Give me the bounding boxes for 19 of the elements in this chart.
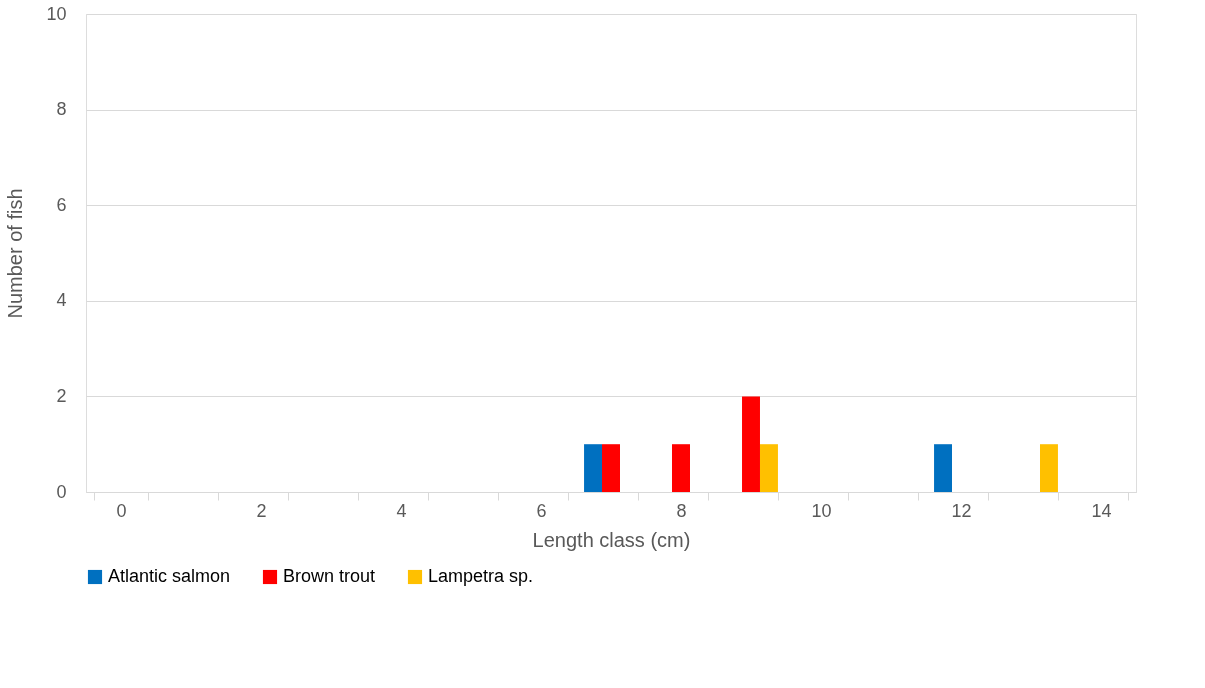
legend-label: Brown trout [283,566,376,586]
y-tick-label: 4 [56,290,67,311]
x-axis-title: Length class (cm) [532,528,691,551]
x-tick-label: 12 [951,500,972,521]
y-tick-label: 10 [46,3,67,24]
legend-label: Lampetra sp. [428,566,534,586]
y-tick-label: 2 [56,385,67,406]
y-tick-label: 8 [56,99,67,120]
x-tick-label: 4 [396,500,407,521]
y-tick-label: 0 [56,481,67,502]
x-tick-label: 14 [1091,500,1112,521]
x-tick-label: 2 [256,500,267,521]
legend-label: Atlantic salmon [108,566,231,586]
y-axis-title: Number of fish [4,188,27,319]
x-tick-label: 0 [116,500,127,521]
x-tick-label: 10 [811,500,832,521]
y-tick-label: 6 [56,194,67,215]
x-tick-label: 8 [676,500,687,521]
x-tick-label: 6 [536,500,547,521]
